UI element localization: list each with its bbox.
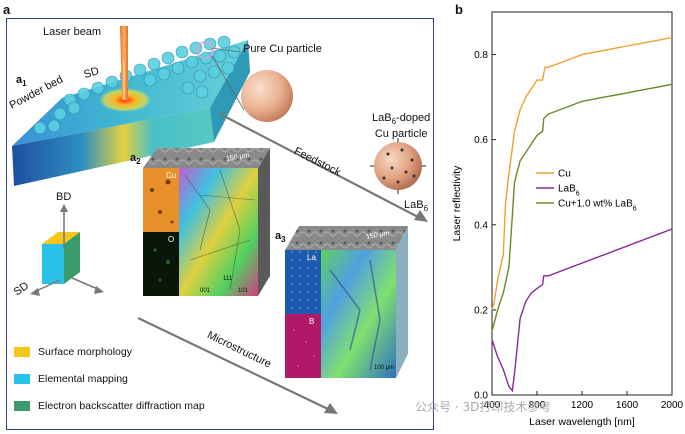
- watermark: 公众号 · 3D打印技术参考: [415, 400, 552, 414]
- series-line-2: [491, 83, 673, 332]
- y-tick-label: 0.0: [474, 391, 488, 402]
- legend-label: Elemental mapping: [38, 373, 128, 385]
- y-tick-label: 0.6: [474, 135, 488, 146]
- x-tick-label: 400: [484, 400, 501, 411]
- laser-beam-label: Laser beam: [43, 26, 102, 38]
- a2-ipf-101: 101: [238, 288, 249, 294]
- a3-la-label: La: [307, 253, 316, 262]
- pure-cu-label: Pure Cu particle: [243, 43, 322, 55]
- x-tick-label: 2000: [661, 400, 684, 411]
- feedstock-arrow: [219, 113, 421, 219]
- reflectivity-chart: 400 800 1200 1600 2000 0.0 0.2 0.4 0.6 0.8 Laser w…: [451, 11, 684, 428]
- panel-a-legend: Surface morphology Elemental mapping Ele…: [14, 345, 205, 413]
- orientation-cube: [30, 204, 104, 296]
- lab6-doped-label: LaB6-doped Cu particle: [372, 112, 431, 141]
- legend-swatch: [14, 401, 30, 411]
- legend-swatch: [14, 374, 30, 384]
- micro-cube-a3: [285, 226, 408, 378]
- legend-label: Electron backscatter diffraction map: [38, 400, 205, 412]
- panel-b-label: b: [455, 2, 463, 17]
- legend-item-surface: Surface morphology: [14, 345, 205, 359]
- legend-item-elemental: Elemental mapping: [14, 372, 205, 386]
- panel-a-label: a: [3, 2, 11, 17]
- series-line-1: [491, 228, 673, 393]
- legend-label-1: LaB6: [558, 184, 580, 198]
- a2-ipf-001: 001: [200, 288, 211, 294]
- micro-cube-a2: [143, 148, 270, 318]
- x-axis-label: Laser wavelength [nm]: [529, 416, 635, 428]
- x-tick-label: 800: [529, 400, 546, 411]
- x-tick-label: 1200: [571, 400, 594, 411]
- legend-label: Surface morphology: [38, 346, 132, 358]
- lab6-arrow-label: LaB6: [404, 199, 429, 214]
- microstructure-arrow: [137, 317, 331, 411]
- a2-ipf-111: 111: [223, 276, 233, 282]
- bd-axis-label: BD: [56, 191, 72, 203]
- sub-label-a3: a3: [275, 230, 286, 245]
- y-tick-label: 0.8: [474, 50, 488, 61]
- y-axis-label: Laser reflectivity: [451, 165, 463, 242]
- y-tick-label: 0.2: [474, 305, 488, 316]
- legend-swatch: [14, 347, 30, 357]
- pure-cu-sphere: [241, 70, 293, 122]
- legend-item-ebsd: Electron backscatter diffraction map: [14, 399, 205, 413]
- a2-cu-label: Cu: [166, 171, 177, 180]
- sub-label-a1: a1: [16, 74, 27, 89]
- a3-scale-bottom: 500 nm: [303, 380, 330, 389]
- legend-label-2: Cu+1.0 wt% LaB6: [558, 199, 637, 213]
- series-line-0: [491, 36, 673, 311]
- a3-scale-right: 100 μm: [374, 365, 395, 371]
- a2-scale-bottom: 20 μm: [168, 300, 191, 309]
- lab6-doped-sphere: [370, 138, 426, 194]
- a3-b-label: B: [309, 317, 315, 326]
- a2-o-label: O: [168, 235, 175, 244]
- panel-a-illustration: [12, 26, 428, 414]
- y-tick-label: 0.4: [474, 220, 488, 231]
- sub-label-a2: a2: [130, 152, 141, 167]
- x-tick-label: 1600: [616, 400, 639, 411]
- legend-label-0: Cu: [558, 169, 571, 180]
